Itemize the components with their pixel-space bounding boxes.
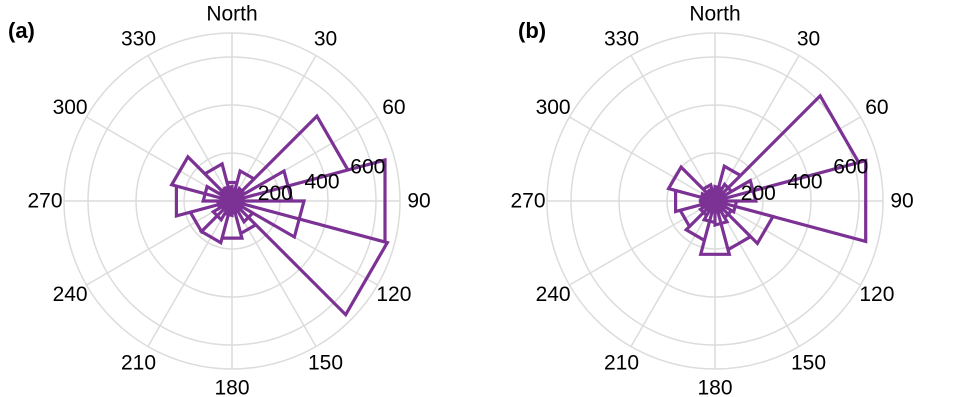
rose-chart-b: (b) North 30 60 90 120 150 180 210 240 270 300 330 2… xyxy=(483,0,966,397)
rose-plot-a: North 30 60 90 120 150 180 210 240 270 300 330 200 40… xyxy=(27,3,430,397)
radial-tick-label: 600 xyxy=(833,156,868,179)
grid-ring xyxy=(570,56,860,346)
direction-label: 150 xyxy=(791,351,826,374)
rose-series xyxy=(666,93,868,256)
direction-label: 180 xyxy=(697,377,732,397)
radial-tick-labels: 200 400 600 xyxy=(741,156,869,205)
grid-spoke xyxy=(630,55,716,202)
grid-ring xyxy=(135,104,329,298)
radial-tick-label: 600 xyxy=(350,156,385,179)
panel-label-b: (b) xyxy=(518,18,547,43)
grid-spoke xyxy=(231,55,317,202)
direction-label: 330 xyxy=(121,28,156,51)
grid-spoke xyxy=(569,200,716,286)
radial-tick-label: 200 xyxy=(741,182,776,205)
radial-tick-label: 200 xyxy=(258,182,293,205)
radial-tick-labels: 200 400 600 xyxy=(258,156,386,205)
rose-plot-b: North 30 60 90 120 150 180 210 240 270 300 330 200 40… xyxy=(510,3,913,397)
grid-spoke xyxy=(569,116,716,202)
direction-labels: North 30 60 90 120 150 180 210 240 270 300 330 xyxy=(27,3,430,397)
direction-label: 210 xyxy=(604,351,639,374)
direction-label: 30 xyxy=(314,28,337,51)
direction-label: 60 xyxy=(382,96,405,119)
radial-tick-label: 400 xyxy=(304,170,339,193)
grid-spoke xyxy=(86,200,233,286)
grid-spoke xyxy=(714,200,861,286)
direction-label: 120 xyxy=(859,283,894,306)
grid-spoke xyxy=(147,55,233,202)
direction-label: 90 xyxy=(890,190,913,213)
direction-label: 150 xyxy=(308,351,343,374)
direction-label: 240 xyxy=(53,283,88,306)
rose-series xyxy=(169,113,390,318)
direction-label: 210 xyxy=(121,351,156,374)
grid-spoke xyxy=(147,200,233,347)
grid-ring xyxy=(63,32,401,370)
panel-label-a: (a) xyxy=(8,18,35,43)
direction-label: 270 xyxy=(27,190,62,213)
direction-label: 120 xyxy=(376,283,411,306)
grid-ring xyxy=(546,32,884,370)
direction-label: North xyxy=(206,3,257,26)
grid-ring xyxy=(666,152,764,250)
direction-labels: North 30 60 90 120 150 180 210 240 270 300 330 xyxy=(510,3,913,397)
direction-label: 90 xyxy=(407,190,430,213)
direction-label: 180 xyxy=(214,377,249,397)
radial-tick-label: 400 xyxy=(787,170,822,193)
grid-spoke xyxy=(231,200,317,347)
direction-label: 270 xyxy=(510,190,545,213)
grid-spoke xyxy=(714,200,800,347)
grid-ring xyxy=(87,56,377,346)
grid xyxy=(546,32,884,370)
direction-label: 300 xyxy=(536,96,571,119)
grid-spoke xyxy=(630,200,716,347)
direction-label: 60 xyxy=(865,96,888,119)
grid-ring xyxy=(618,104,812,298)
grid-spoke xyxy=(714,55,800,202)
direction-label: 30 xyxy=(797,28,820,51)
direction-label: 330 xyxy=(604,28,639,51)
direction-label: 240 xyxy=(536,283,571,306)
direction-label: 300 xyxy=(53,96,88,119)
rose-chart-a: (a) North 30 60 90 120 150 180 210 240 270 300 330 2… xyxy=(8,3,431,397)
direction-label: North xyxy=(689,3,740,26)
